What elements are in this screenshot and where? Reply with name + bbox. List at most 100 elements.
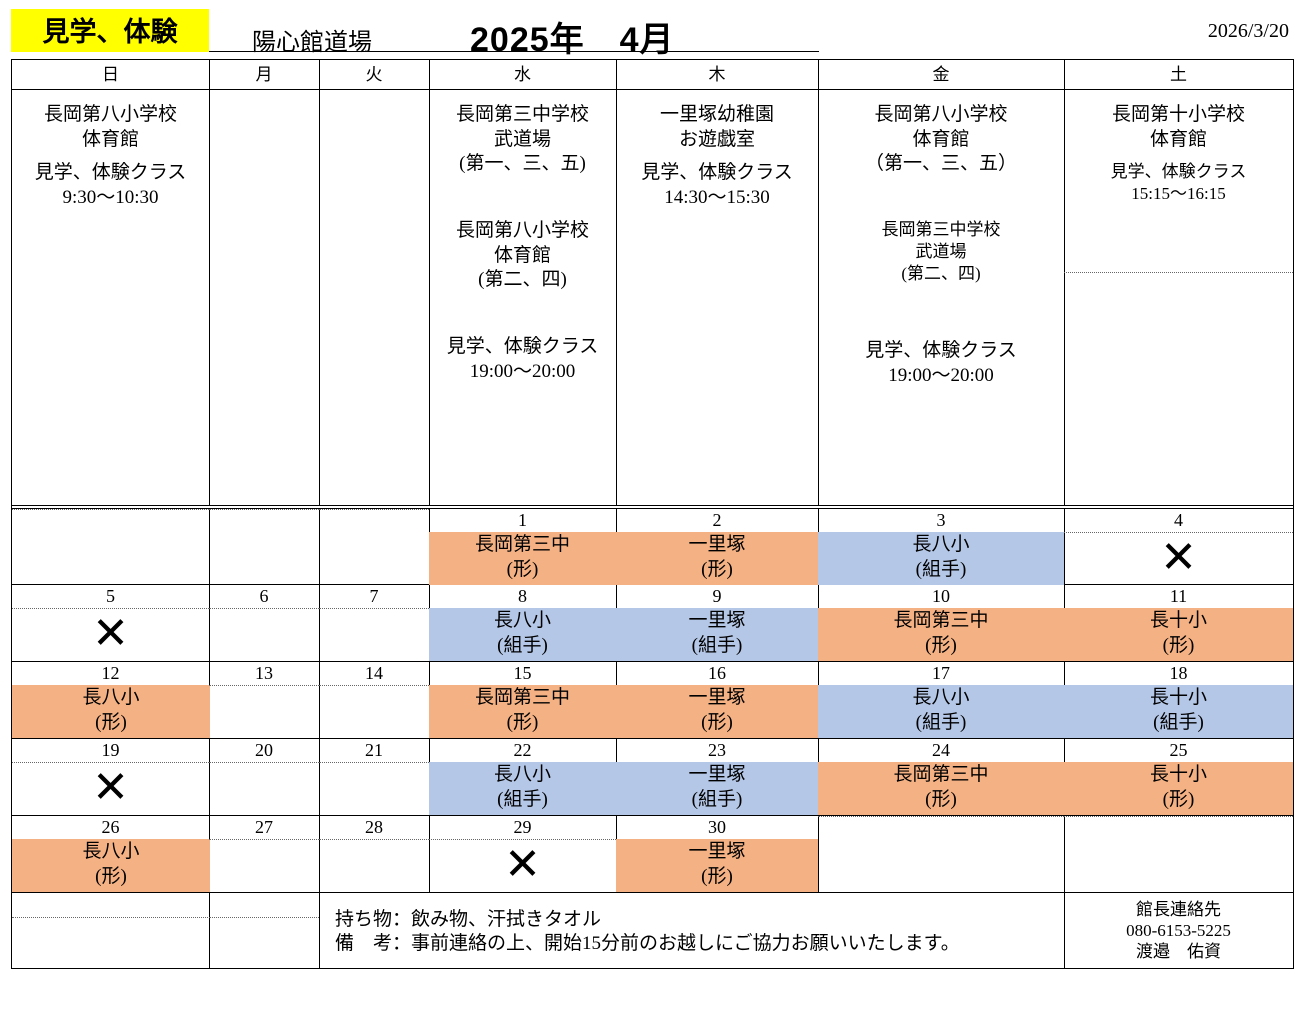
day-cell: 12 長八小 (形) <box>11 662 210 739</box>
day-cell: 17 長八小 (組手) <box>818 662 1065 739</box>
weekday-wed: 水 <box>429 59 617 90</box>
event-place: 長岡第三中 <box>893 764 989 785</box>
day-number: 28 <box>319 816 429 840</box>
event-block-kata: 長十小 (形) <box>1064 608 1293 661</box>
event-place: 長八小 <box>82 841 140 862</box>
info-cell-tue <box>319 89 430 506</box>
event-place: 一里塚 <box>688 534 746 555</box>
event-place: 長岡第三中 <box>893 610 989 631</box>
event-type: (組手) <box>691 635 743 656</box>
day-number: 2 <box>616 509 818 533</box>
info-block: 長岡第八小学校 体育館 （第一、三、五） <box>864 104 1017 174</box>
day-number: 22 <box>429 739 616 763</box>
info-cell-thu: 一里塚幼稚園 お遊戯室 見学、体験クラス 14:30～15:30 <box>616 89 819 506</box>
event-type: (組手) <box>1153 712 1204 733</box>
day-cell: 15 長岡第三中 (形) <box>429 662 617 739</box>
info-block: 見学、体験クラス 14:30～15:30 <box>641 162 793 208</box>
day-cell: 13 <box>209 662 320 739</box>
event-block-kumite: 長八小 (組手) <box>429 762 616 815</box>
info-cell-wed: 長岡第三中学校 武道場 (第一、三、五) 長岡第八小学校 体育館 (第二、四) 見学… <box>429 89 617 506</box>
day-number <box>1064 816 1293 817</box>
day-number: 19 <box>12 739 209 763</box>
day-number <box>209 509 319 510</box>
event-block-kumite: 長八小 (組手) <box>818 685 1064 738</box>
event-type: (組手) <box>691 789 743 810</box>
event-place: 一里塚 <box>688 610 746 631</box>
dotted-divider <box>1064 272 1293 273</box>
event-type: (形) <box>701 866 733 887</box>
day-cell: 20 <box>209 739 320 816</box>
info-block: 見学、体験クラス 19:00～20:00 <box>446 336 599 382</box>
day-number: 17 <box>818 662 1064 686</box>
event-type: (形) <box>95 866 127 887</box>
day-cell <box>818 816 1065 893</box>
day-cell: 30 一里塚 (形) <box>616 816 819 893</box>
event-place: 長岡第三中 <box>474 534 570 555</box>
event-block-kumite: 長十小 (組手) <box>1064 685 1293 738</box>
day-number: 8 <box>429 585 616 609</box>
event-type: (形) <box>1162 789 1195 810</box>
event-block-kata: 長岡第三中 (形) <box>818 608 1064 661</box>
contact-contact-title: 館長連絡先 <box>1136 900 1221 919</box>
weekday-thu: 木 <box>616 59 819 90</box>
day-cell: 3 長八小 (組手) <box>818 508 1065 585</box>
event-type: (組手) <box>497 635 548 656</box>
day-cell: 1 長岡第三中 (形) <box>429 508 617 585</box>
day-number: 24 <box>818 739 1064 763</box>
day-number: 26 <box>12 816 209 840</box>
day-number: 7 <box>319 585 429 609</box>
day-cell: 19 ✕ <box>11 739 210 816</box>
day-cell: 28 <box>319 816 430 893</box>
event-place: 長十小 <box>1149 610 1207 631</box>
day-number: 1 <box>429 509 616 533</box>
day-cell: 2 一里塚 (形) <box>616 508 819 585</box>
day-number: 30 <box>616 816 818 840</box>
day-number: 10 <box>818 585 1064 609</box>
day-number: 21 <box>319 739 429 763</box>
day-number: 13 <box>209 662 319 686</box>
event-place: 長八小 <box>493 764 551 785</box>
day-number: 27 <box>209 816 319 840</box>
day-number: 12 <box>12 662 209 686</box>
event-block-kata: 長岡第三中 (形) <box>429 685 616 738</box>
contact-name: 渡邉 佑資 <box>1136 942 1221 961</box>
event-place: 一里塚 <box>688 687 746 708</box>
day-cell: 26 長八小 (形) <box>11 816 210 893</box>
print-date: 2026/3/20 <box>1207 20 1289 42</box>
day-number <box>12 509 209 510</box>
event-block-kata: 長十小 (形) <box>1064 762 1293 815</box>
day-number: 9 <box>616 585 818 609</box>
info-block: 長岡第三中学校 武道場 (第一、三、五) <box>455 104 589 174</box>
day-cell <box>11 508 210 585</box>
day-cell <box>319 508 430 585</box>
event-place: 長十小 <box>1149 764 1207 785</box>
info-block: 長岡第八小学校 体育館 (第二、四) <box>455 220 589 290</box>
info-cell-sat: 長岡第十小学校 体育館 見学、体験クラス 15:15～16:15 <box>1064 89 1294 506</box>
day-cell <box>209 508 320 585</box>
day-cell: 6 <box>209 585 320 662</box>
event-place: 一里塚 <box>688 764 746 785</box>
event-type: (形) <box>925 789 957 810</box>
day-cell: 22 長八小 (組手) <box>429 739 617 816</box>
weekday-tue: 火 <box>319 59 430 90</box>
contact-box: 館長連絡先 080-6153-5225 渡邉 佑資 <box>1064 893 1294 969</box>
event-block-kata: 一里塚 (形) <box>616 532 818 585</box>
remarks: 備 考：事前連絡の上、開始15分前のお越しにご協力お願いいたします。 <box>335 933 960 954</box>
footer-notes: 持ち物：飲み物、汗拭きタオル備 考：事前連絡の上、開始15分前のお越しにご協力お… <box>319 893 1065 969</box>
bring-items: 持ち物：飲み物、汗拭きタオル <box>335 909 602 930</box>
event-type: (組手) <box>497 789 548 810</box>
info-cell-sun: 長岡第八小学校 体育館 見学、体験クラス 9:30～10:30 <box>11 89 210 506</box>
weekday-sun: 日 <box>11 59 210 90</box>
weekday-mon: 月 <box>209 59 320 90</box>
day-cell: 8 長八小 (組手) <box>429 585 617 662</box>
day-cell <box>1064 816 1294 893</box>
info-block: 見学、体験クラス 19:00～20:00 <box>865 340 1017 386</box>
event-type: (形) <box>701 559 733 580</box>
day-number <box>818 816 1064 817</box>
info-block: 見学、体験クラス 9:30～10:30 <box>34 162 187 208</box>
month-title: 2025年 4月 <box>470 21 675 59</box>
day-number: 6 <box>209 585 319 609</box>
info-block: 長岡第十小学校 体育館 <box>1111 104 1245 150</box>
day-cell: 4 ✕ <box>1064 508 1294 585</box>
info-cell-mon <box>209 89 320 506</box>
